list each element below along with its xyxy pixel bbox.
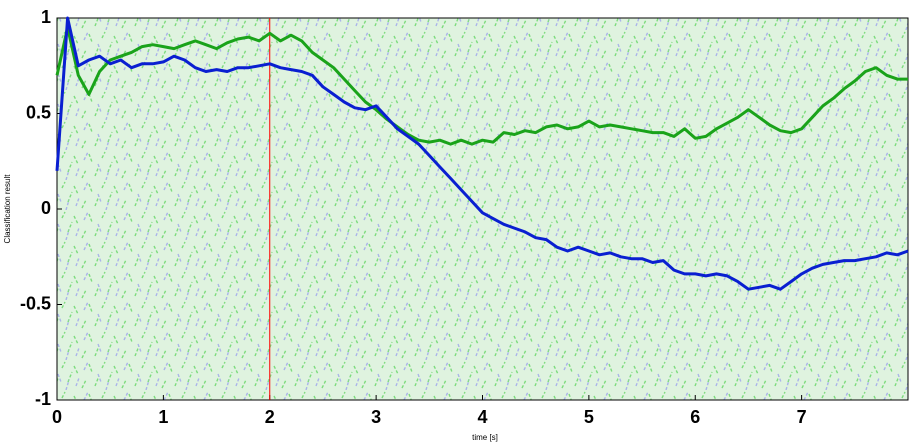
x-tick-label: 0 [52,407,62,427]
y-tick-label: 0 [41,198,51,218]
y-tick-label: -0.5 [20,293,51,313]
x-tick-label: 2 [265,407,275,427]
y-tick-label: -1 [35,389,51,409]
y-tick-label: 0.5 [26,102,51,122]
y-axis-label: Classification result [3,174,12,244]
series-line [55,16,909,291]
y-tick-label: 1 [41,7,51,27]
x-tick-label: 1 [158,407,168,427]
x-tick-label: 6 [690,407,700,427]
x-axis-label: time [s] [472,433,498,442]
x-tick-label: 5 [584,407,594,427]
x-tick-label: 3 [371,407,381,427]
plot-area [56,17,909,401]
x-tick-label: 4 [477,407,487,427]
series-line [55,26,908,146]
x-tick-label: 7 [797,407,807,427]
